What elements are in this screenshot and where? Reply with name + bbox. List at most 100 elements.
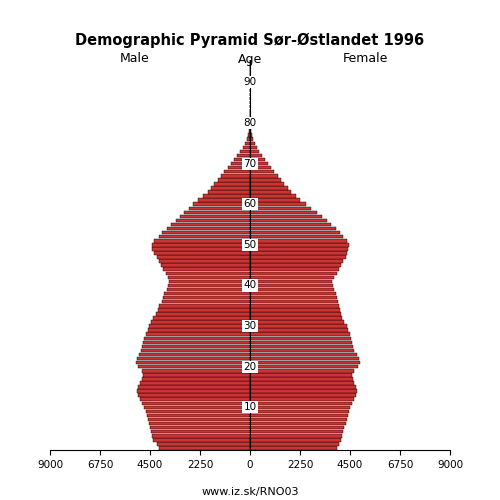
Bar — [250, 243, 349, 246]
Bar — [250, 150, 259, 153]
Bar — [250, 284, 334, 287]
Bar — [250, 402, 352, 405]
Bar — [250, 251, 346, 254]
Text: 50: 50 — [244, 240, 256, 250]
Bar — [250, 166, 271, 170]
Bar — [136, 357, 250, 360]
Bar — [141, 348, 250, 352]
Bar — [142, 402, 250, 405]
Bar — [250, 256, 346, 259]
Bar — [168, 276, 250, 279]
Bar — [158, 308, 250, 312]
Bar — [250, 386, 356, 389]
Bar — [198, 198, 250, 202]
Bar — [176, 218, 250, 222]
Bar — [250, 206, 311, 210]
Bar — [250, 369, 354, 372]
Bar — [180, 214, 250, 218]
Bar — [250, 292, 336, 296]
Bar — [142, 369, 250, 372]
Bar — [250, 280, 332, 283]
Bar — [171, 223, 250, 226]
Bar — [149, 422, 250, 426]
Bar — [250, 178, 281, 182]
Bar — [142, 344, 250, 348]
Bar — [152, 247, 250, 250]
Bar — [250, 357, 359, 360]
Bar — [250, 190, 291, 194]
Bar — [144, 373, 250, 376]
Bar — [250, 146, 256, 149]
Bar — [234, 158, 250, 162]
Bar — [169, 280, 250, 283]
Bar — [250, 296, 336, 300]
Bar — [138, 394, 250, 397]
Bar — [250, 158, 265, 162]
Bar — [154, 251, 250, 254]
Bar — [146, 414, 250, 417]
Bar — [139, 353, 250, 356]
Bar — [159, 304, 250, 308]
Bar — [250, 214, 322, 218]
Bar — [250, 134, 252, 137]
Bar — [156, 442, 250, 446]
Bar — [146, 332, 250, 336]
Bar — [250, 446, 336, 450]
Bar — [146, 410, 250, 413]
Text: Demographic Pyramid Sør-Østlandet 1996: Demographic Pyramid Sør-Østlandet 1996 — [76, 32, 424, 48]
Bar — [168, 284, 250, 287]
Text: 60: 60 — [244, 199, 256, 209]
Bar — [250, 377, 354, 380]
Bar — [151, 430, 250, 434]
Bar — [218, 178, 250, 182]
Bar — [250, 332, 350, 336]
Bar — [159, 446, 250, 450]
Bar — [250, 210, 316, 214]
Bar — [250, 268, 339, 271]
Bar — [156, 256, 250, 259]
Bar — [138, 386, 250, 389]
Bar — [164, 268, 250, 271]
Bar — [250, 316, 342, 320]
Bar — [148, 418, 250, 422]
Bar — [250, 426, 344, 430]
Bar — [250, 260, 344, 263]
Bar — [151, 320, 250, 324]
Bar — [250, 264, 341, 267]
Bar — [184, 210, 250, 214]
Bar — [250, 414, 348, 417]
Bar — [250, 186, 288, 190]
Bar — [250, 340, 352, 344]
Bar — [154, 239, 250, 242]
Text: Age: Age — [238, 52, 262, 66]
Text: 20: 20 — [244, 362, 256, 372]
Bar — [250, 312, 341, 316]
Bar — [250, 154, 262, 157]
Text: 10: 10 — [244, 402, 256, 412]
Bar — [152, 434, 250, 438]
Bar — [250, 438, 341, 442]
Bar — [250, 130, 252, 133]
Bar — [250, 198, 300, 202]
Bar — [144, 406, 250, 409]
Bar — [250, 218, 326, 222]
Bar — [136, 361, 250, 364]
Bar — [138, 365, 250, 368]
Bar — [250, 194, 296, 198]
Bar — [214, 182, 250, 186]
Bar — [249, 130, 250, 133]
Bar — [144, 340, 250, 344]
Text: www.iz.sk/RNO03: www.iz.sk/RNO03 — [201, 488, 299, 498]
Bar — [250, 142, 254, 145]
Bar — [208, 190, 250, 194]
Bar — [250, 361, 360, 364]
Bar — [250, 434, 342, 438]
Bar — [250, 272, 336, 275]
Bar — [250, 138, 253, 141]
Bar — [250, 182, 284, 186]
Bar — [250, 247, 348, 250]
Bar — [250, 202, 306, 206]
Text: 80: 80 — [244, 118, 256, 128]
Bar — [248, 134, 250, 137]
Text: Female: Female — [342, 52, 388, 66]
